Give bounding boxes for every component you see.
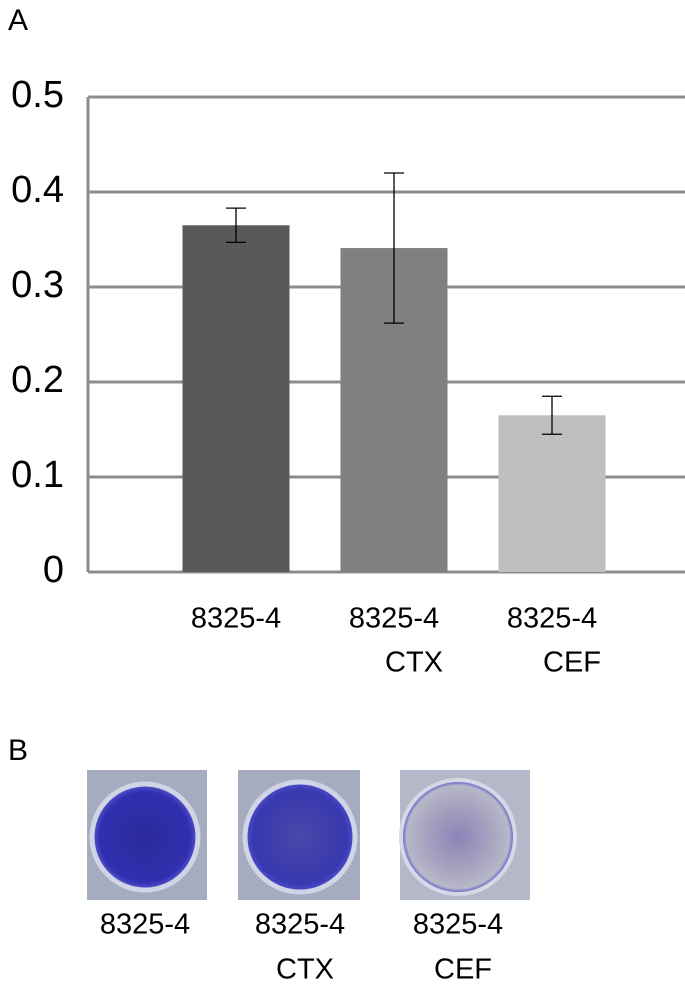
panel-label: B <box>8 734 28 767</box>
panel-label: A <box>8 4 28 37</box>
error-bar <box>542 395 562 435</box>
y-tick-label: 0.2 <box>11 359 64 401</box>
y-tick-label: 0.5 <box>11 74 64 116</box>
well-label: CTX <box>276 954 334 986</box>
well-images <box>87 770 530 900</box>
x-tick-label: CTX <box>385 647 443 679</box>
well-label: 8325-4 <box>255 909 345 941</box>
well <box>399 778 517 896</box>
y-tick-label: 0.3 <box>11 264 64 306</box>
y-tick-label: 0 <box>43 549 64 591</box>
y-tick-label: 0.4 <box>11 169 64 211</box>
x-tick-label: CEF <box>543 647 601 679</box>
well-label: CEF <box>434 954 492 986</box>
well-label: 8325-4 <box>100 909 190 941</box>
error-bar <box>226 207 246 244</box>
x-tick-label: 8325-4 <box>349 603 439 635</box>
y-tick-label: 0.1 <box>11 454 64 496</box>
bar <box>498 415 606 572</box>
x-tick-label: 8325-4 <box>507 603 597 635</box>
x-tick-label: 8325-4 <box>191 603 281 635</box>
error-bar <box>384 172 404 324</box>
well <box>89 781 201 893</box>
well <box>242 779 358 895</box>
well-label: 8325-4 <box>413 909 503 941</box>
bar <box>182 225 290 572</box>
